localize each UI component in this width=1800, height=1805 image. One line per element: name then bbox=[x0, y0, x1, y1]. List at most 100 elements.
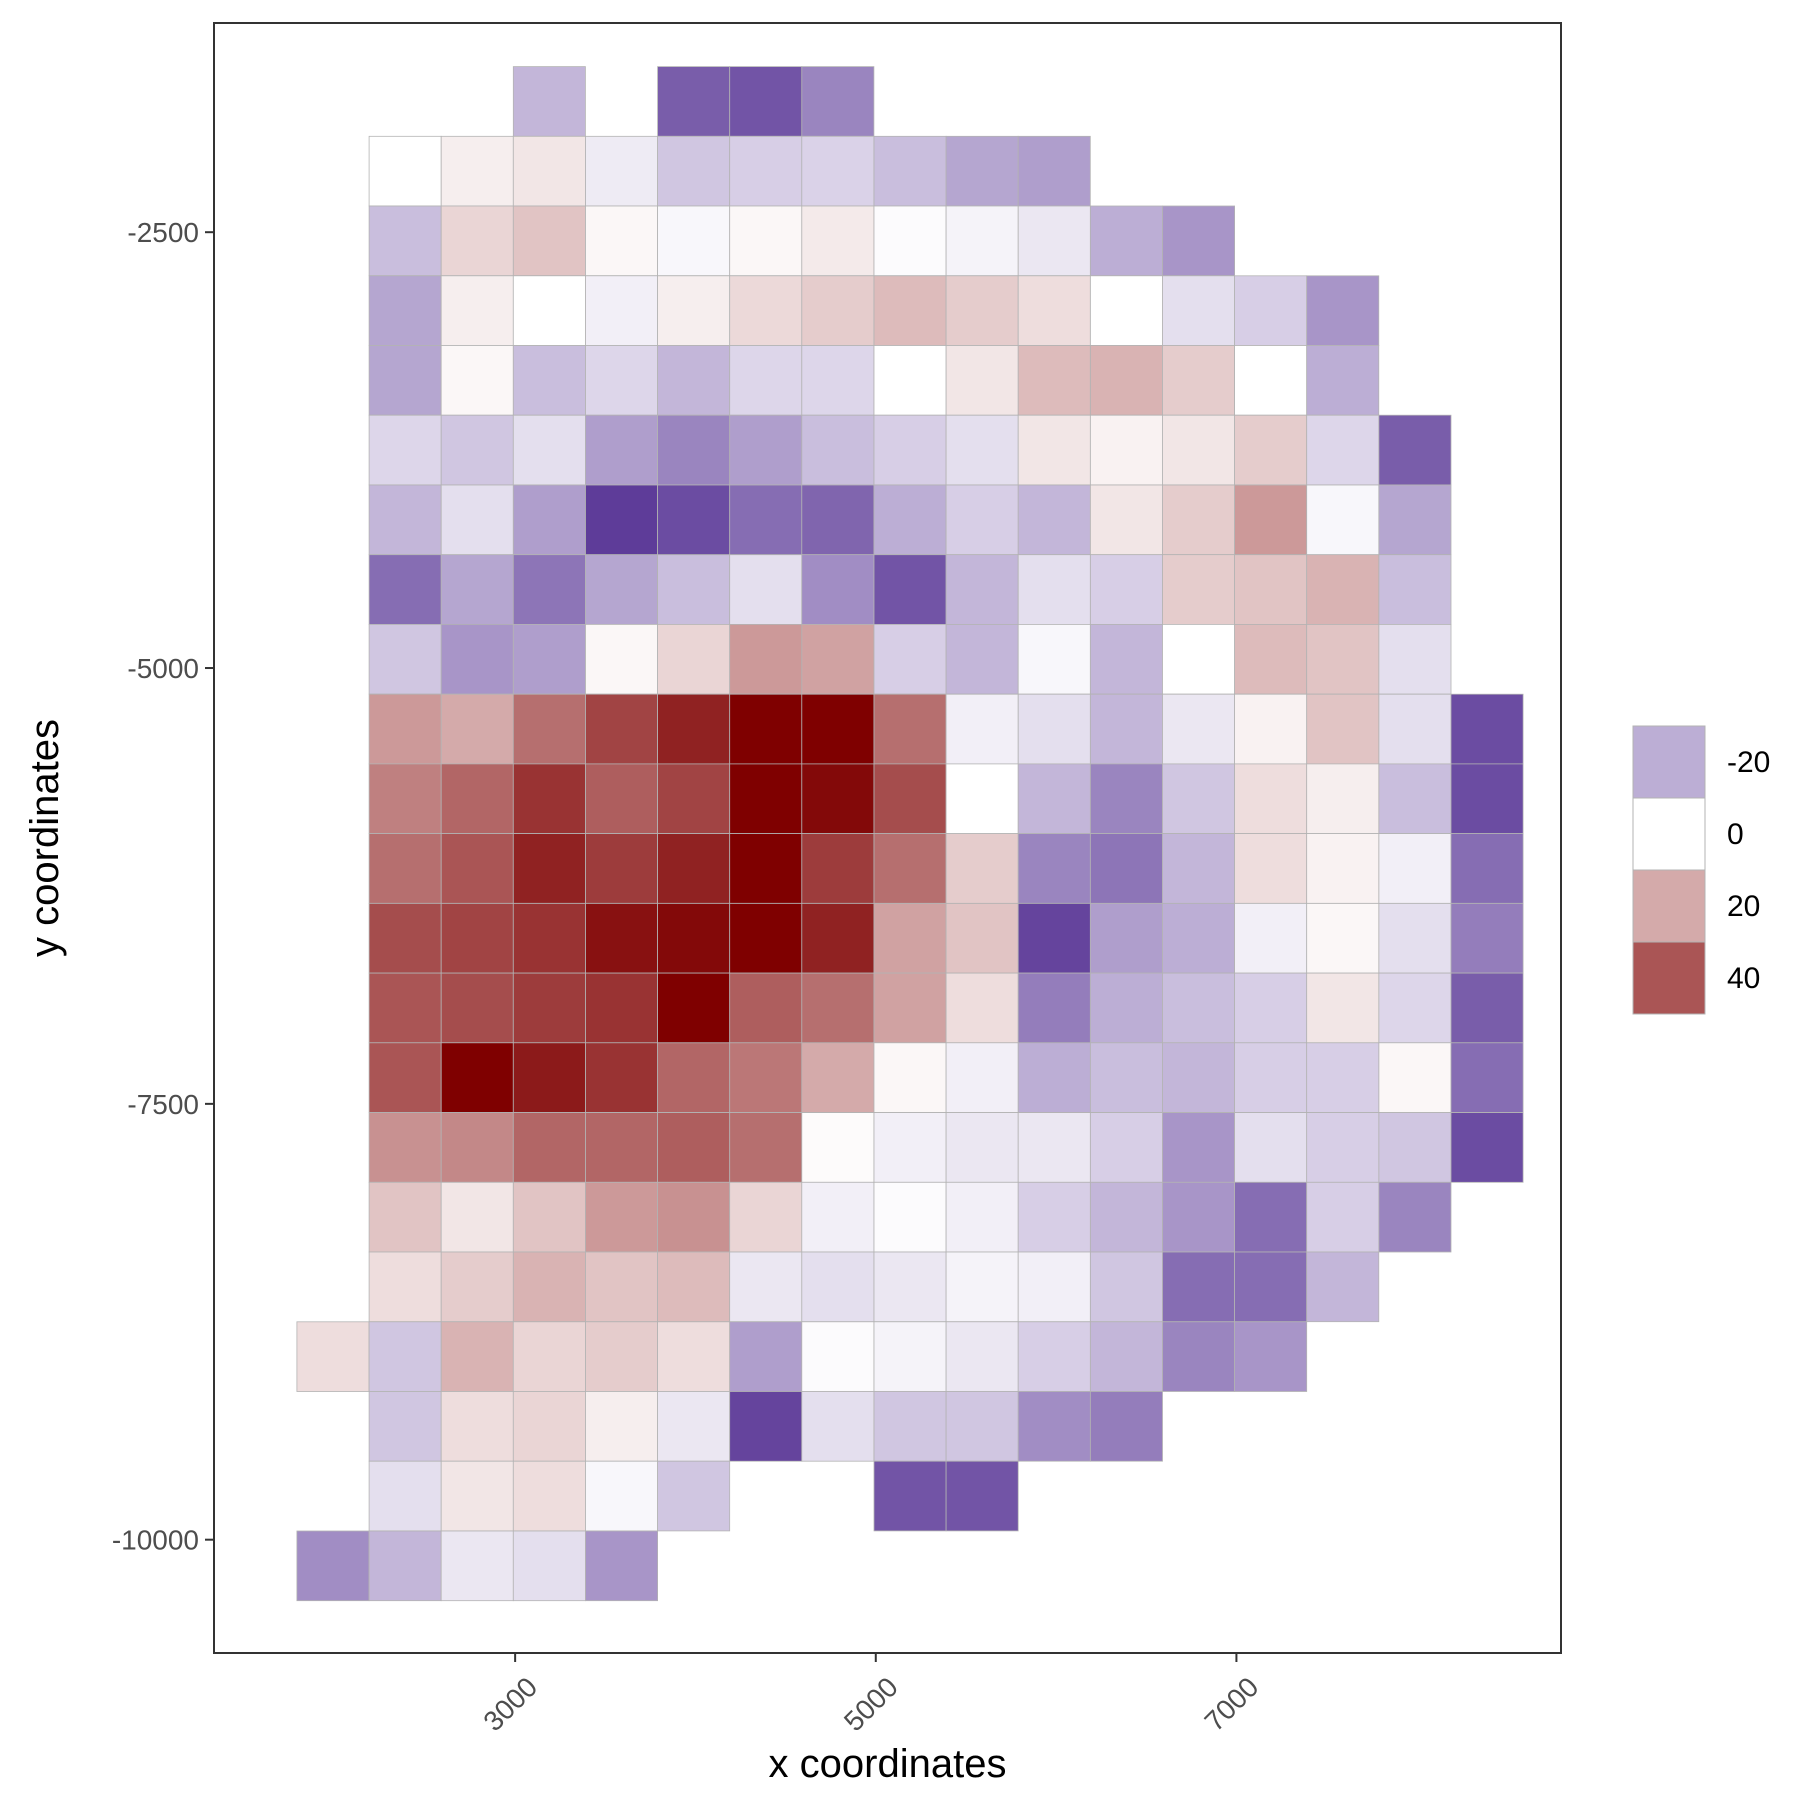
legend-key bbox=[1632, 725, 1706, 799]
heatmap-cell bbox=[873, 205, 947, 277]
heatmap-cell bbox=[512, 1460, 586, 1532]
y-tick-label: -2500 bbox=[127, 217, 199, 248]
heatmap-cell bbox=[1162, 972, 1235, 1044]
heatmap-cell bbox=[368, 275, 442, 346]
heatmap-cell bbox=[1234, 624, 1308, 695]
heatmap-cell bbox=[873, 624, 947, 695]
heatmap-cell bbox=[873, 833, 947, 904]
heatmap-cell bbox=[1017, 135, 1091, 207]
heatmap-cell bbox=[1090, 275, 1163, 346]
heatmap-cell bbox=[873, 763, 947, 835]
heatmap-cell bbox=[440, 1042, 514, 1113]
heatmap-cell bbox=[1450, 693, 1524, 765]
heatmap-cell bbox=[945, 1042, 1019, 1113]
heatmap-cell bbox=[1162, 484, 1235, 556]
y-axis-title: y coordinates bbox=[23, 719, 67, 957]
heatmap-cell bbox=[657, 1321, 731, 1392]
legend-label: 0 bbox=[1727, 818, 1744, 851]
heatmap-cell bbox=[1090, 1042, 1163, 1113]
heatmap-cell bbox=[585, 345, 658, 416]
heatmap-cell bbox=[945, 205, 1019, 277]
heatmap-cell bbox=[801, 554, 875, 625]
heatmap-cell bbox=[729, 135, 803, 207]
heatmap-cell bbox=[945, 1321, 1019, 1392]
heatmap-cell bbox=[1090, 1391, 1163, 1462]
heatmap-cell bbox=[1017, 763, 1091, 835]
heatmap-cell bbox=[801, 205, 875, 277]
heatmap-cell bbox=[368, 554, 442, 625]
heatmap-cell bbox=[729, 1112, 803, 1183]
heatmap-cell bbox=[1306, 972, 1380, 1044]
heatmap-cell bbox=[1090, 972, 1163, 1044]
heatmap-cell bbox=[1162, 554, 1235, 625]
heatmap-cell bbox=[512, 903, 586, 974]
heatmap-cell bbox=[512, 624, 586, 695]
heatmap-cell bbox=[1378, 693, 1452, 765]
heatmap-cell bbox=[1450, 833, 1524, 904]
heatmap-cell bbox=[585, 1321, 658, 1392]
heatmap-cell bbox=[657, 345, 731, 416]
heatmap-cell bbox=[368, 763, 442, 835]
heatmap-cell bbox=[657, 624, 731, 695]
heatmap-cell bbox=[1090, 833, 1163, 904]
heatmap-cell bbox=[873, 903, 947, 974]
heatmap-cell bbox=[585, 1391, 658, 1462]
heatmap-cell bbox=[729, 1042, 803, 1113]
heatmap-cell bbox=[512, 554, 586, 625]
heatmap-cell bbox=[585, 1112, 658, 1183]
heatmap-cell bbox=[801, 275, 875, 346]
heatmap-cell bbox=[1090, 414, 1163, 486]
heatmap-cell bbox=[1017, 345, 1091, 416]
heatmap-cell bbox=[512, 972, 586, 1044]
heatmap-cell bbox=[512, 414, 586, 486]
heatmap-cell bbox=[873, 1112, 947, 1183]
heatmap-cell bbox=[873, 1321, 947, 1392]
heatmap-cell bbox=[657, 414, 731, 486]
legend-key bbox=[1632, 797, 1706, 871]
heatmap-cell bbox=[1378, 1112, 1452, 1183]
heatmap-cell bbox=[801, 1321, 875, 1392]
heatmap-cell bbox=[585, 1530, 658, 1602]
legend-key bbox=[1632, 869, 1706, 943]
heatmap-cell bbox=[368, 1530, 442, 1602]
heatmap-cell bbox=[1017, 1181, 1091, 1253]
heatmap-cell bbox=[440, 1251, 514, 1323]
heatmap-cell bbox=[1162, 1321, 1235, 1392]
heatmap-cell bbox=[440, 1391, 514, 1462]
heatmap-cell bbox=[1090, 205, 1163, 277]
heatmap-cell bbox=[945, 275, 1019, 346]
heatmap-cell bbox=[945, 1181, 1019, 1253]
heatmap-cell bbox=[368, 833, 442, 904]
heatmap-cell bbox=[368, 345, 442, 416]
heatmap-cell bbox=[1234, 484, 1308, 556]
heatmap-cell bbox=[1234, 972, 1308, 1044]
heatmap-cell bbox=[1090, 484, 1163, 556]
heatmap-cell bbox=[1090, 554, 1163, 625]
heatmap-cell bbox=[1306, 414, 1380, 486]
heatmap-cell bbox=[657, 275, 731, 346]
y-tick-label: -7500 bbox=[127, 1089, 199, 1120]
heatmap-cell bbox=[1234, 1251, 1308, 1323]
heatmap-cell bbox=[1306, 624, 1380, 695]
heatmap-cell bbox=[729, 345, 803, 416]
heatmap-cell bbox=[585, 624, 658, 695]
heatmap-cell bbox=[1378, 484, 1452, 556]
heatmap-cell bbox=[440, 624, 514, 695]
heatmap-cell bbox=[1017, 414, 1091, 486]
heatmap-cell bbox=[729, 972, 803, 1044]
legend-label: 20 bbox=[1727, 890, 1760, 923]
heatmap-cell bbox=[512, 275, 586, 346]
heatmap-cell bbox=[1017, 833, 1091, 904]
heatmap-cell bbox=[1162, 1112, 1235, 1183]
heatmap-cell bbox=[512, 1042, 586, 1113]
heatmap-cell bbox=[585, 554, 658, 625]
heatmap-cell bbox=[657, 1181, 731, 1253]
heatmap-cell bbox=[1162, 903, 1235, 974]
heatmap-cell bbox=[368, 414, 442, 486]
heatmap-cell bbox=[657, 903, 731, 974]
heatmap-cell bbox=[440, 972, 514, 1044]
heatmap-cell bbox=[729, 275, 803, 346]
heatmap-cell bbox=[585, 693, 658, 765]
heatmap-cell bbox=[368, 624, 442, 695]
heatmap-cell bbox=[729, 1391, 803, 1462]
